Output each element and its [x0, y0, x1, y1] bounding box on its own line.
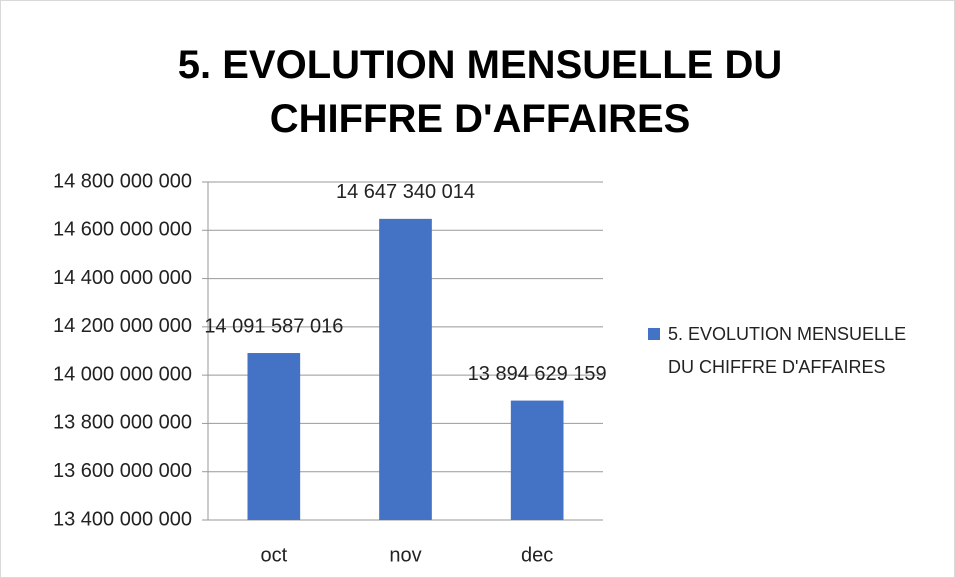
legend-swatch — [648, 328, 660, 340]
bar — [379, 218, 432, 520]
bar — [247, 353, 301, 520]
x-tick-label: oct — [260, 544, 287, 566]
bar — [510, 400, 564, 520]
y-tick-label: 14 400 000 000 — [53, 267, 192, 289]
x-tick-label: nov — [389, 544, 421, 566]
y-tick-label: 13 400 000 000 — [53, 508, 192, 530]
data-label: 14 647 340 014 — [336, 181, 475, 203]
y-tick-label: 14 800 000 000 — [53, 170, 192, 192]
y-tick-label: 13 600 000 000 — [53, 460, 192, 482]
y-tick-label: 13 800 000 000 — [53, 412, 192, 434]
y-tick-label: 14 600 000 000 — [53, 219, 192, 241]
data-label: 13 894 629 159 — [468, 363, 607, 385]
y-tick-label: 14 200 000 000 — [53, 315, 192, 337]
data-label: 14 091 587 016 — [204, 315, 343, 337]
x-tick-label: dec — [521, 544, 553, 566]
chart-title: 5. EVOLUTION MENSUELLE DU CHIFFRE D'AFFA… — [177, 43, 783, 141]
legend-label: 5. EVOLUTION MENSUELLE DU CHIFFRE D'AFFA… — [668, 324, 907, 377]
y-tick-label: 14 000 000 000 — [53, 363, 192, 385]
